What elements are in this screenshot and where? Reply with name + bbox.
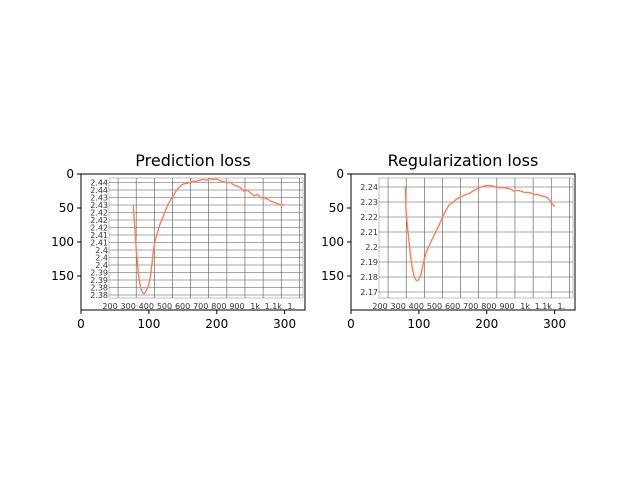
inner-y-tick-label: 2.23 [360, 198, 378, 207]
inner-y-tick-label: 2.22 [360, 213, 378, 222]
inner-y-tick-label: 2.4 [95, 254, 108, 263]
inner-y-tick-label: 2.44 [90, 186, 108, 195]
inner-y-tick-label: 2.18 [360, 273, 378, 282]
inner-x-tick-label: 1. [558, 302, 566, 311]
inner-y-tick-label: 2.39 [90, 276, 108, 285]
inner-x-tick-label: 200 [372, 302, 387, 311]
inner-x-tick-label: 800 [211, 302, 226, 311]
inner-x-tick-label: 400 [139, 302, 154, 311]
series-line [404, 184, 556, 282]
y-tick-label: 0 [66, 167, 74, 181]
x-tick-label: 100 [137, 317, 160, 331]
x-tick-label: 300 [543, 317, 566, 331]
chart-title: Prediction loss [135, 151, 250, 170]
inner-x-tick-label: 1k [520, 302, 530, 311]
x-tick-label: 0 [347, 317, 355, 331]
inner-x-tick-label: 1.1k [265, 302, 283, 311]
inner-x-tick-label: 200 [102, 302, 117, 311]
inner-x-tick-label: 900 [499, 302, 514, 311]
inner-y-tick-label: 2.41 [90, 239, 108, 248]
inner-y-tick-label: 2.43 [90, 201, 108, 210]
inner-x-tick-label: 300 [391, 302, 406, 311]
y-tick-label: 50 [329, 201, 344, 215]
x-tick-label: 200 [475, 317, 498, 331]
y-tick-label: 150 [51, 269, 74, 283]
inner-y-tick-label: 2.41 [90, 231, 108, 240]
inner-y-tick-label: 2.21 [360, 228, 378, 237]
x-tick-label: 0 [77, 317, 85, 331]
inner-x-tick-label: 1. [288, 302, 296, 311]
inner-x-tick-label: 500 [427, 302, 442, 311]
inner-y-tick-label: 2.38 [90, 284, 108, 293]
inner-x-tick-label: 500 [157, 302, 172, 311]
inner-x-tick-label: 1.1k [535, 302, 553, 311]
inner-y-tick-label: 2.2 [365, 243, 378, 252]
inner-y-tick-label: 2.38 [90, 291, 108, 300]
inner-y-tick-label: 2.39 [90, 269, 108, 278]
inner-y-tick-label: 2.24 [360, 183, 378, 192]
inner-y-tick-label: 2.17 [360, 288, 378, 297]
y-tick-label: 50 [59, 201, 74, 215]
x-tick-label: 100 [407, 317, 430, 331]
y-tick-label: 100 [51, 235, 74, 249]
chart-regularization-loss: Regularization loss 200 300 400 500 600 700 80… [321, 151, 576, 331]
inner-grid-frame [108, 177, 304, 299]
inner-x-tick-label: 700 [193, 302, 208, 311]
inner-y-tick-label: 2.4 [95, 246, 108, 255]
inner-y-tick-label: 2.42 [90, 224, 108, 233]
x-tick-label: 300 [273, 317, 296, 331]
chart-prediction-loss: Prediction loss 200 300 400 500 600 700 800 900… [51, 151, 306, 331]
inner-x-tick-label: 600 [445, 302, 460, 311]
inner-x-tick-label: 300 [121, 302, 136, 311]
inner-y-tick-label: 2.43 [90, 194, 108, 203]
inner-y-tick-label: 2.4 [95, 261, 108, 270]
inner-grid-frame [378, 177, 574, 299]
inner-y-tick-label: 2.19 [360, 258, 378, 267]
inner-x-tick-label: 400 [409, 302, 424, 311]
inner-y-tick-label: 2.44 [90, 179, 108, 188]
y-tick-label: 100 [321, 235, 344, 249]
y-tick-label: 150 [321, 269, 344, 283]
inner-x-tick-label: 600 [175, 302, 190, 311]
inner-x-tick-label: 1k [250, 302, 260, 311]
y-tick-label: 0 [336, 167, 344, 181]
inner-y-tick-label: 2.42 [90, 209, 108, 218]
series-line [132, 178, 285, 295]
inner-x-tick-label: 900 [229, 302, 244, 311]
inner-x-tick-label: 700 [463, 302, 478, 311]
chart-title: Regularization loss [388, 151, 539, 170]
x-tick-label: 200 [205, 317, 228, 331]
inner-x-tick-label: 800 [481, 302, 496, 311]
inner-y-tick-label: 2.42 [90, 216, 108, 225]
